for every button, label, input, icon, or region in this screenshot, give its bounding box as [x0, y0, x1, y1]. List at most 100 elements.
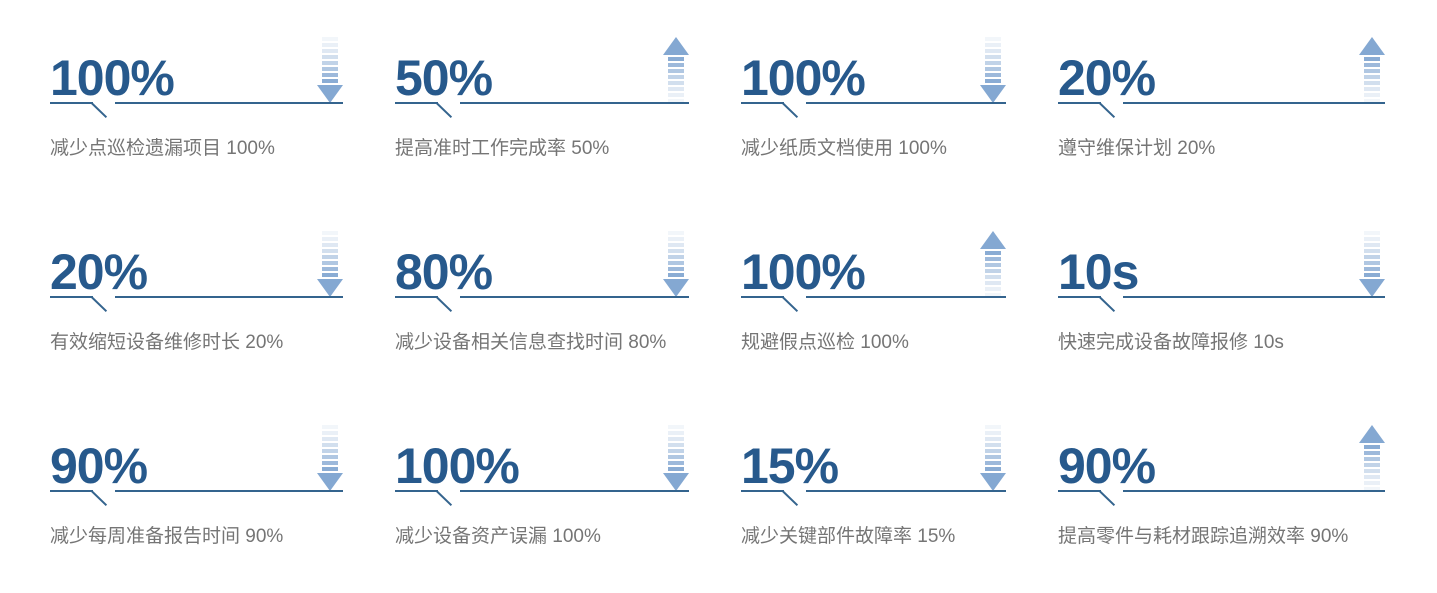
- stat-value: 100%: [741, 244, 866, 300]
- underline-rule: [741, 296, 1006, 313]
- rule-notch: [90, 102, 108, 119]
- rule-long-segment: [460, 296, 689, 298]
- rule-short-segment: [1058, 296, 1101, 298]
- rule-notch: [1098, 490, 1116, 507]
- stat-card: 20% 遵守维保计划 20%: [1058, 37, 1385, 162]
- trend-arrow-icon: [980, 425, 1006, 491]
- rule-notch: [435, 296, 453, 313]
- stat-head: 80%: [395, 231, 689, 297]
- underline-rule: [395, 296, 689, 313]
- trend-arrow-icon: [1359, 231, 1385, 297]
- trend-arrow-icon: [317, 231, 343, 297]
- trend-arrow-icon: [1359, 425, 1385, 491]
- stat-value: 100%: [50, 50, 175, 106]
- stat-head: 50%: [395, 37, 689, 103]
- stat-head: 100%: [741, 231, 1006, 297]
- stat-description: 规避假点巡检 100%: [741, 332, 909, 353]
- rule-short-segment: [395, 296, 438, 298]
- rule-long-segment: [1123, 102, 1385, 104]
- rule-notch: [781, 490, 799, 507]
- stat-description: 提高准时工作完成率 50%: [395, 138, 610, 159]
- stat-card: 100% 减少设备资产误漏 100%: [395, 425, 689, 550]
- rule-notch: [1098, 296, 1116, 313]
- rule-short-segment: [741, 296, 784, 298]
- rule-long-segment: [460, 102, 689, 104]
- rule-notch: [781, 296, 799, 313]
- underline-rule: [50, 490, 343, 507]
- stat-description: 有效缩短设备维修时长 20%: [50, 332, 284, 353]
- trend-arrow-icon: [1359, 37, 1385, 103]
- stat-value: 100%: [741, 50, 866, 106]
- stat-head: 100%: [50, 37, 343, 103]
- rule-short-segment: [1058, 490, 1101, 492]
- trend-arrow-icon: [663, 231, 689, 297]
- rule-notch: [1098, 102, 1116, 119]
- rule-notch: [435, 102, 453, 119]
- stat-description: 减少点巡检遗漏项目 100%: [50, 138, 275, 159]
- stat-card: 90% 减少每周准备报告时间 90%: [50, 425, 343, 550]
- stat-value: 90%: [1058, 438, 1156, 494]
- kpi-grid: 100% 减少点巡检遗漏项目 100% 50%: [50, 37, 1385, 550]
- rule-long-segment: [460, 490, 689, 492]
- rule-short-segment: [1058, 102, 1101, 104]
- rule-notch: [781, 102, 799, 119]
- stat-card: 90% 提高零件与耗材跟踪追溯效率 90%: [1058, 425, 1385, 550]
- stat-description: 遵守维保计划 20%: [1058, 138, 1216, 159]
- stat-head: 90%: [50, 425, 343, 491]
- stat-value: 15%: [741, 438, 839, 494]
- stat-card: 10s 快速完成设备故障报修 10s: [1058, 231, 1385, 356]
- stat-head: 90%: [1058, 425, 1385, 491]
- stat-description: 减少设备资产误漏 100%: [395, 526, 601, 547]
- stat-head: 20%: [1058, 37, 1385, 103]
- stat-description: 快速完成设备故障报修 10s: [1058, 332, 1284, 353]
- trend-arrow-icon: [980, 37, 1006, 103]
- underline-rule: [1058, 490, 1385, 507]
- stat-head: 20%: [50, 231, 343, 297]
- stat-description: 减少关键部件故障率 15%: [741, 526, 956, 547]
- trend-arrow-icon: [317, 425, 343, 491]
- underline-rule: [741, 490, 1006, 507]
- rule-long-segment: [806, 490, 1006, 492]
- stat-card: 100% 规避假点巡检 100%: [741, 231, 1006, 356]
- trend-arrow-icon: [317, 37, 343, 103]
- stat-card: 100% 减少纸质文档使用 100%: [741, 37, 1006, 162]
- stat-head: 100%: [741, 37, 1006, 103]
- underline-rule: [1058, 102, 1385, 119]
- stat-value: 20%: [50, 244, 148, 300]
- rule-short-segment: [741, 490, 784, 492]
- stat-value: 10s: [1058, 244, 1139, 300]
- underline-rule: [741, 102, 1006, 119]
- rule-long-segment: [806, 102, 1006, 104]
- rule-long-segment: [115, 490, 343, 492]
- rule-short-segment: [50, 296, 93, 298]
- stat-card: 20% 有效缩短设备维修时长 20%: [50, 231, 343, 356]
- rule-long-segment: [1123, 490, 1385, 492]
- stat-value: 100%: [395, 438, 520, 494]
- underline-rule: [1058, 296, 1385, 313]
- rule-short-segment: [50, 490, 93, 492]
- rule-long-segment: [115, 102, 343, 104]
- rule-notch: [435, 490, 453, 507]
- rule-long-segment: [806, 296, 1006, 298]
- stat-description: 减少每周准备报告时间 90%: [50, 526, 284, 547]
- underline-rule: [50, 296, 343, 313]
- rule-short-segment: [395, 102, 438, 104]
- stat-head: 100%: [395, 425, 689, 491]
- rule-short-segment: [741, 102, 784, 104]
- trend-arrow-icon: [663, 425, 689, 491]
- stat-card: 50% 提高准时工作完成率 50%: [395, 37, 689, 162]
- stat-head: 10s: [1058, 231, 1385, 297]
- rule-notch: [90, 490, 108, 507]
- stat-value: 20%: [1058, 50, 1156, 106]
- trend-arrow-icon: [663, 37, 689, 103]
- underline-rule: [50, 102, 343, 119]
- rule-short-segment: [50, 102, 93, 104]
- stat-card: 100% 减少点巡检遗漏项目 100%: [50, 37, 343, 162]
- stat-value: 90%: [50, 438, 148, 494]
- underline-rule: [395, 102, 689, 119]
- stat-card: 80% 减少设备相关信息查找时间 80%: [395, 231, 689, 356]
- rule-long-segment: [115, 296, 343, 298]
- stat-value: 50%: [395, 50, 493, 106]
- stat-description: 减少设备相关信息查找时间 80%: [395, 332, 667, 353]
